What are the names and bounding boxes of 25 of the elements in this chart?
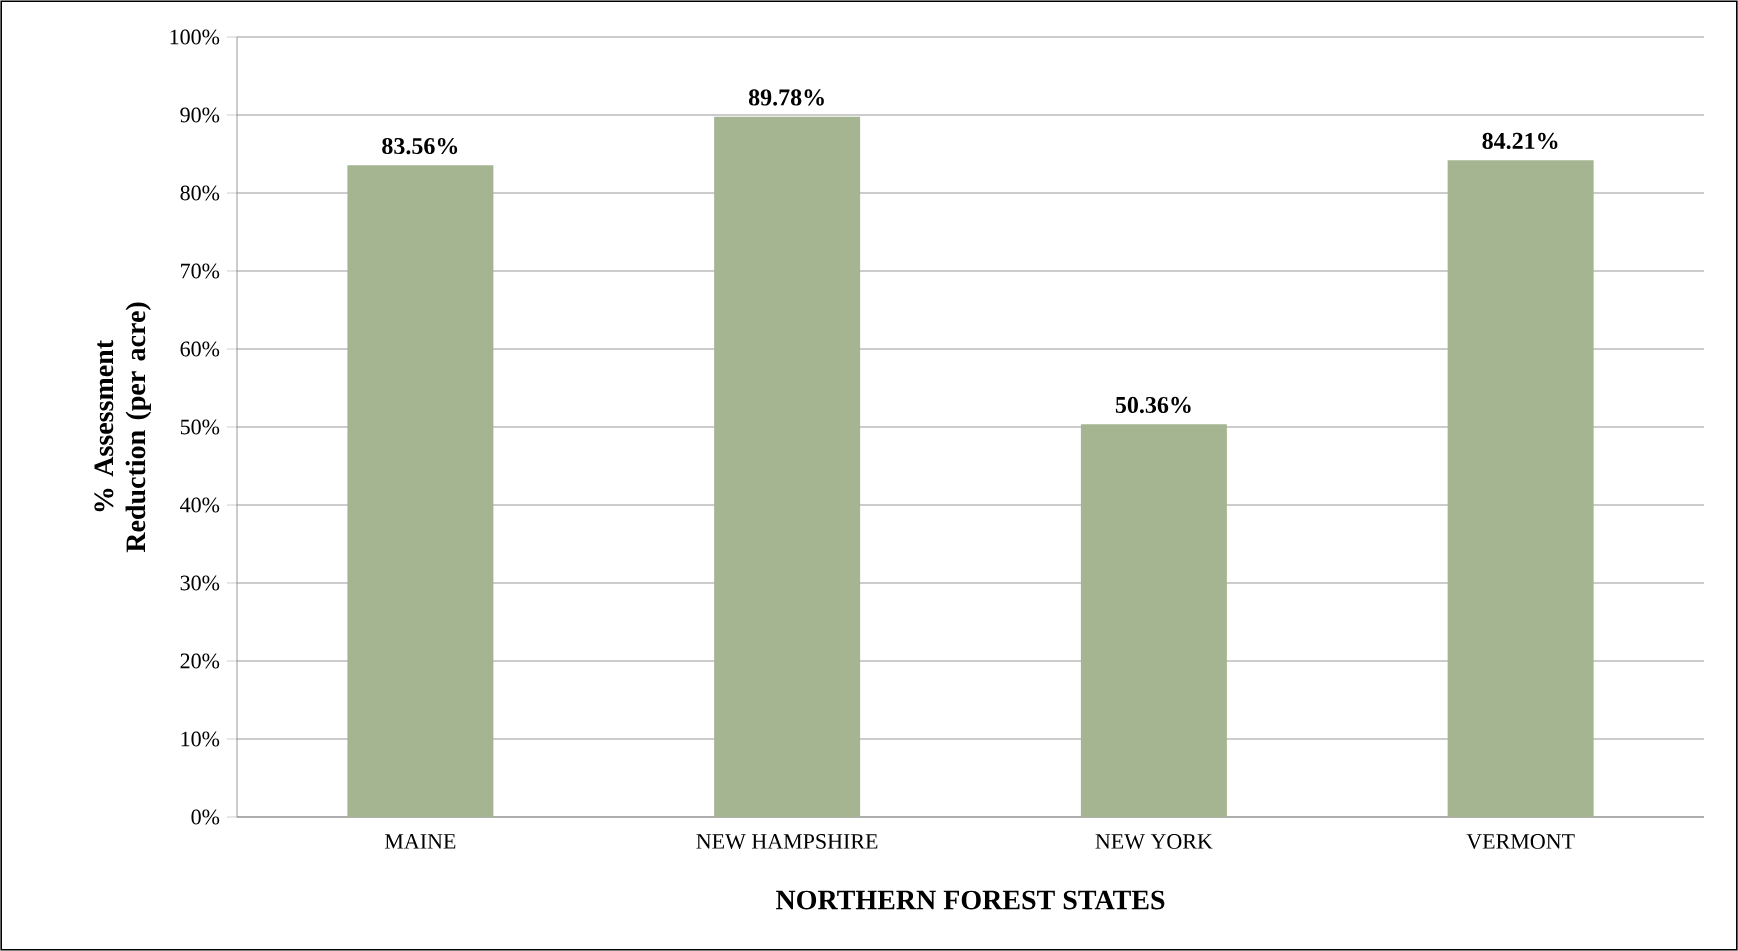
y-tick-label: 70%: [181, 263, 220, 279]
data-label: 89.78%: [748, 89, 824, 106]
x-tick-label: MAINE: [384, 834, 456, 849]
bar: [1447, 160, 1594, 817]
y-tick-label: 40%: [180, 497, 220, 513]
y-tick-label: 50%: [180, 419, 220, 435]
y-tick-label: 30%: [180, 575, 220, 591]
x-tick-label: NEW HAMPSHIRE: [696, 834, 878, 849]
y-tick-label: 60%: [180, 341, 220, 357]
x-axis-title: NORTHERN FOREST STATES: [776, 890, 1165, 910]
y-tick-label: 90%: [180, 107, 220, 123]
bar: [347, 165, 494, 817]
x-tick-label: VERMONT: [1466, 834, 1575, 849]
y-axis-title: % Assessment Reduction (per acre): [94, 302, 151, 553]
y-tick-label: 0%: [191, 809, 220, 825]
bar: [714, 116, 861, 817]
y-tick-label: 100%: [170, 29, 220, 45]
y-tick-label: 10%: [181, 731, 220, 747]
data-label: 83.56%: [382, 137, 458, 155]
y-tick-label: 80%: [180, 185, 220, 201]
x-tick-label: NEW YORK: [1095, 834, 1213, 849]
data-label: 84.21%: [1482, 132, 1558, 150]
bar: [1080, 424, 1227, 817]
data-label: 50.36%: [1115, 396, 1191, 414]
y-tick-label: 20%: [180, 653, 220, 669]
